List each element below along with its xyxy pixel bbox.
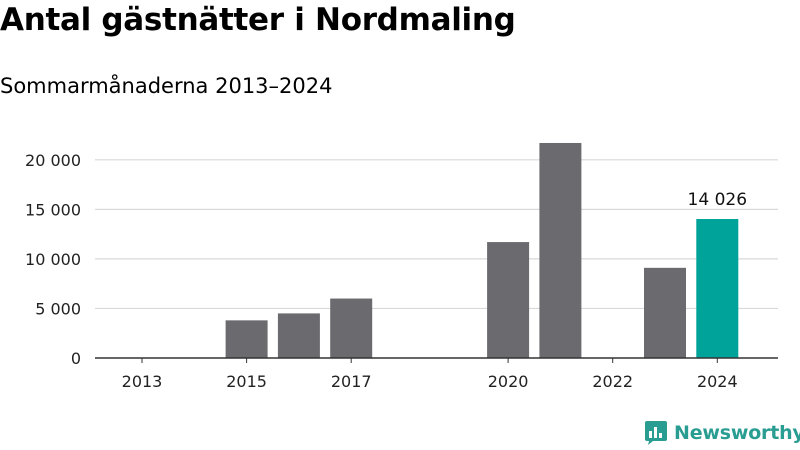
newsworthy-logo-icon xyxy=(645,421,667,445)
newsworthy-brand: Newsworthy xyxy=(644,419,800,447)
bar-2023 xyxy=(644,267,686,358)
y-tick-label: 5 000 xyxy=(35,299,81,318)
x-tick-label: 2013 xyxy=(122,372,163,391)
y-tick-label: 0 xyxy=(71,349,81,368)
data-label-2024: 14 026 xyxy=(688,190,747,210)
chart-subtitle: Sommarmånaderna 2013–2024 xyxy=(0,74,333,98)
chart-title: Antal gästnätter i Nordmaling xyxy=(0,2,516,38)
bars xyxy=(225,142,739,358)
y-axis-tick-labels: 0 5 000 10 000 15 000 20 000 xyxy=(25,151,81,368)
y-tick-label: 15 000 xyxy=(25,200,81,219)
bar-2021 xyxy=(539,142,582,358)
data-labels: 14 026 xyxy=(688,190,747,210)
y-tick-label: 10 000 xyxy=(25,250,81,269)
brand-name: Newsworthy xyxy=(674,422,800,444)
x-axis-tick-labels: 2013 2015 2017 2020 2022 2024 xyxy=(122,358,738,391)
x-tick-label: 2017 xyxy=(331,372,372,391)
bar-2024 xyxy=(696,219,739,358)
x-tick-label: 2015 xyxy=(226,372,267,391)
bar-2020 xyxy=(487,242,530,358)
x-tick-label: 2024 xyxy=(697,372,738,391)
y-tick-label: 20 000 xyxy=(25,151,81,170)
bar-2017 xyxy=(330,298,373,358)
bar-2016 xyxy=(277,313,320,358)
bar-2015 xyxy=(225,320,268,358)
x-tick-label: 2022 xyxy=(592,372,633,391)
x-tick-label: 2020 xyxy=(488,372,529,391)
